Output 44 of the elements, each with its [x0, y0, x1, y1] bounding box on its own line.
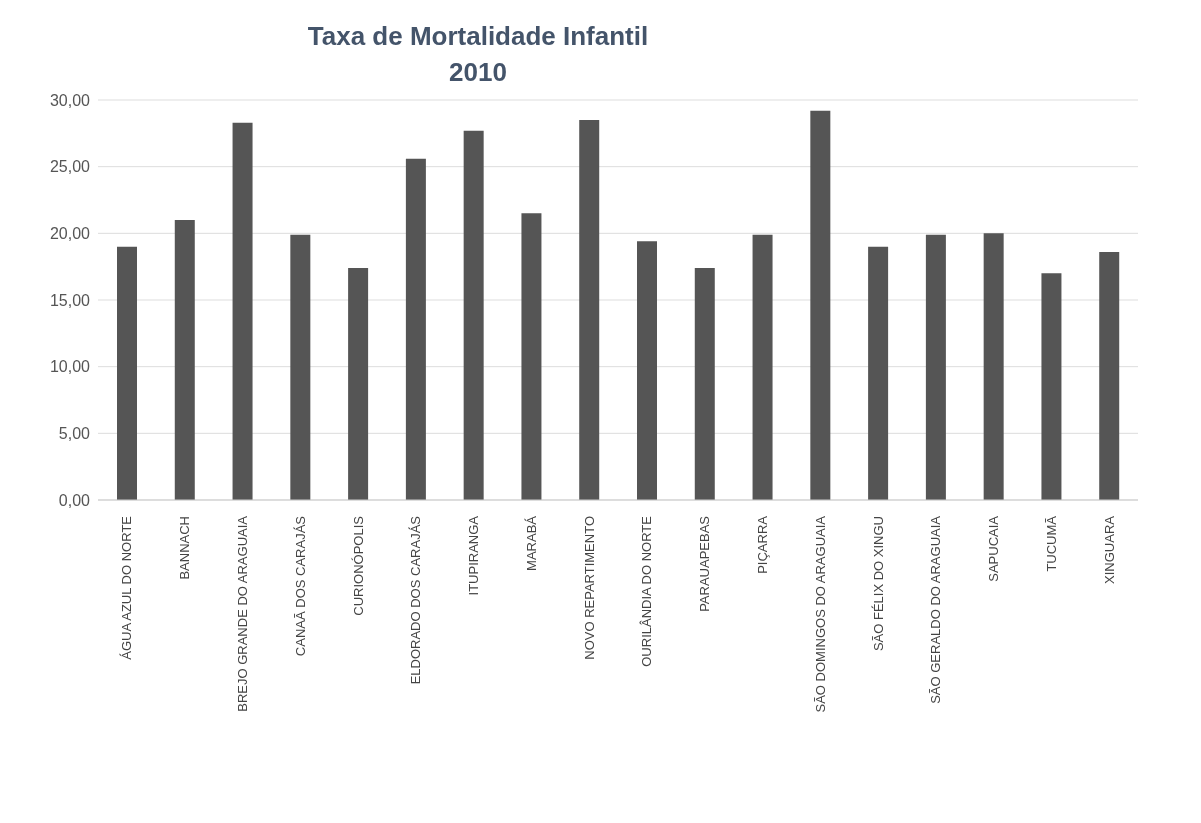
y-tick-label: 20,00: [49, 225, 91, 243]
x-tick-label: XINGUARA: [1101, 515, 1117, 584]
y-tick-label: 25,00: [49, 158, 91, 176]
bar: [232, 122, 253, 500]
x-tick-label: SÃO DOMINGOS DO ARAGUAIA: [812, 515, 828, 713]
bar: [868, 246, 889, 500]
bar: [174, 220, 195, 500]
x-tick-label: ITUPIRANGA: [466, 515, 482, 596]
bar: [810, 110, 831, 500]
bar: [983, 233, 1004, 500]
bar: [925, 234, 946, 500]
chart-title: Taxa de Mortalidade Infantil 2010: [306, 20, 650, 89]
bar: [1041, 273, 1062, 500]
bar: [1099, 252, 1120, 500]
x-tick-label: OURILÂNDIA DO NORTE: [639, 515, 655, 667]
x-tick-label: PIÇARRA: [754, 515, 770, 574]
x-tick-label: ÁGUA AZUL DO NORTE: [119, 515, 135, 660]
x-tick-label: TUCUMÃ: [1043, 515, 1059, 572]
bar: [405, 158, 426, 500]
bar: [348, 268, 369, 500]
x-tick-label: MARABÁ: [523, 515, 539, 571]
bar: [521, 213, 542, 500]
y-tick-label: 30,00: [49, 91, 91, 109]
x-tick-label: SÃO FÉLIX DO XINGU: [870, 516, 886, 652]
x-tick-label: NOVO REPARTIMENTO: [581, 516, 597, 660]
x-tick-label: BREJO GRANDE DO ARAGUAIA: [234, 515, 250, 712]
bar: [637, 241, 657, 500]
x-tick-label: CANAÃ DOS CARAJÁS: [292, 515, 308, 657]
x-tick-label: PARAUAPEBAS: [697, 515, 713, 612]
bar: [694, 268, 715, 500]
bar: [579, 120, 600, 500]
y-tick-label: 10,00: [49, 358, 91, 376]
x-tick-label: BANNACH: [177, 516, 193, 580]
bar: [290, 234, 311, 500]
bar: [752, 234, 773, 500]
bar: [117, 246, 137, 500]
x-tick-label: SÃO GERALDO DO ARAGUAIA: [928, 515, 944, 704]
y-tick-label: 15,00: [49, 291, 91, 309]
y-tick-label: 5,00: [58, 425, 91, 443]
x-tick-label: SAPUCAIA: [986, 515, 1002, 582]
x-tick-label: CURIONÓPOLIS: [350, 515, 366, 616]
x-tick-label: ELDORADO DOS CARAJÁS: [408, 515, 424, 685]
y-tick-label: 0,00: [58, 491, 91, 509]
bar: [463, 130, 484, 500]
